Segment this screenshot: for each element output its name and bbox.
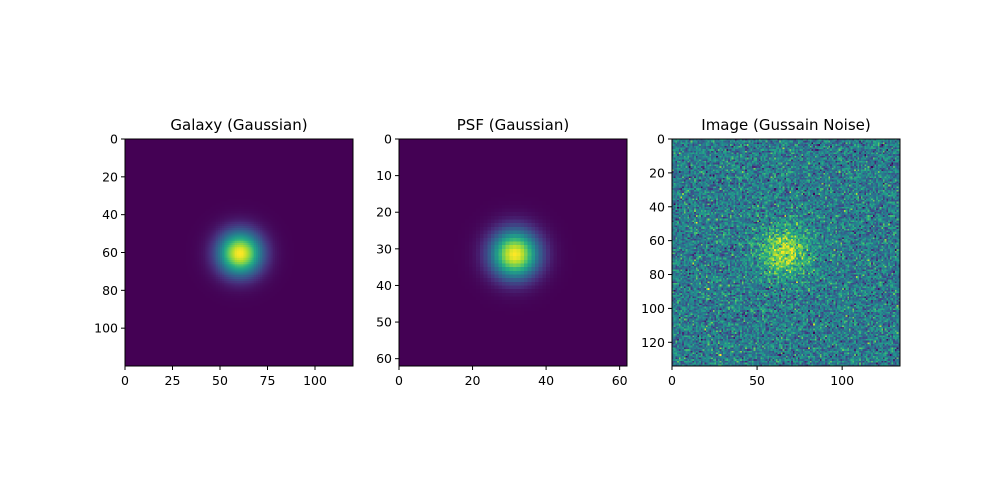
image-title: Image (Gussain Noise) — [701, 116, 870, 134]
galaxy-ytick-label: 80 — [102, 283, 118, 298]
psf-ytick-label: 50 — [376, 315, 392, 330]
psf-ytick-label: 0 — [384, 132, 392, 147]
galaxy-ytick-label: 40 — [102, 207, 118, 222]
image-ytick-label: 120 — [641, 335, 665, 350]
psf-ytick-label: 60 — [376, 351, 392, 366]
psf-xtick-label: 20 — [465, 373, 481, 388]
galaxy-ytick-label: 20 — [102, 169, 118, 184]
image-heatmap — [672, 139, 900, 366]
psf-heatmap — [399, 139, 627, 366]
image-ytick-label: 0 — [657, 132, 665, 147]
psf-title: PSF (Gaussian) — [457, 116, 570, 134]
image-ytick-label: 80 — [649, 267, 665, 282]
psf-axes-frame — [398, 138, 628, 367]
psf-ytick-label: 40 — [376, 278, 392, 293]
psf-ytick-label: 20 — [376, 205, 392, 220]
psf-xtick-label: 40 — [538, 373, 554, 388]
galaxy-xtick-label: 75 — [260, 373, 276, 388]
image-ytick-label: 40 — [649, 199, 665, 214]
psf-ytick-label: 10 — [376, 168, 392, 183]
image-xtick-label: 0 — [668, 373, 676, 388]
galaxy-xtick-label: 0 — [121, 373, 129, 388]
galaxy-xtick-label: 50 — [212, 373, 228, 388]
image-axes-frame — [671, 138, 901, 367]
psf-xtick-label: 0 — [395, 373, 403, 388]
psf-ytick-label: 30 — [376, 241, 392, 256]
galaxy-heatmap — [125, 139, 353, 366]
galaxy-ytick-label: 60 — [102, 245, 118, 260]
galaxy-title: Galaxy (Gaussian) — [170, 116, 307, 134]
galaxy-ytick-label: 0 — [110, 132, 118, 147]
image-xtick-label: 100 — [830, 373, 854, 388]
galaxy-xtick-label: 100 — [303, 373, 327, 388]
psf-xtick-label: 60 — [612, 373, 628, 388]
galaxy-xtick-label: 25 — [165, 373, 181, 388]
galaxy-ytick-label: 100 — [94, 321, 118, 336]
galaxy-panel: Galaxy (Gaussian) 0 25 50 75 100 0 20 40 60 80 100 — [94, 116, 354, 388]
image-panel: Image (Gussain Noise) 0 50 100 0 20 40 60 80 100 1… — [641, 116, 901, 388]
image-ytick-label: 100 — [641, 301, 665, 316]
image-xtick-label: 50 — [749, 373, 765, 388]
image-ytick-label: 60 — [649, 233, 665, 248]
image-ytick-label: 20 — [649, 165, 665, 180]
